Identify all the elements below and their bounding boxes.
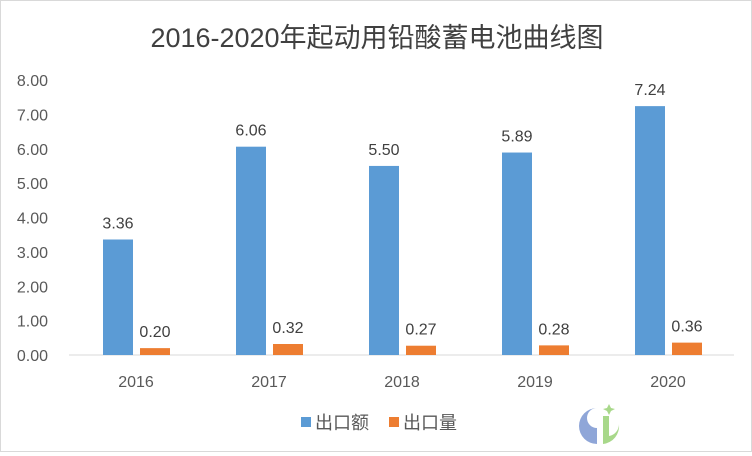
data-label: 0.28 [538,321,569,338]
y-tick-label: 2.00 [17,279,48,296]
data-label: 5.50 [368,142,399,159]
y-tick-label: 6.00 [17,142,48,159]
y-tick-label: 3.00 [17,245,48,262]
data-label: 6.06 [235,123,266,140]
data-label: 7.24 [634,82,665,99]
data-label: 0.27 [405,322,436,339]
legend: 出口额 出口量 [301,413,457,433]
legend-swatch [301,417,311,427]
legend-label: 出口量 [403,413,457,433]
bar-export-volume [406,345,436,355]
logo-icon [579,404,620,444]
y-tick-label: 0.00 [17,348,48,365]
data-label: 0.32 [272,320,303,337]
bar-export-value [502,152,532,355]
data-label: 0.36 [671,319,702,336]
x-tick-label: 2017 [251,374,287,391]
bars: 3.36 0.20 6.06 0.32 5.50 0.27 5.89 0.28 7.24 0.36 [102,82,703,355]
bar-export-value [236,146,266,355]
y-tick-label: 5.00 [17,176,48,193]
bar-export-volume [273,344,303,355]
x-tick-label: 2020 [650,374,686,391]
bar-export-volume [140,348,170,355]
data-label: 0.20 [139,324,170,341]
legend-swatch [389,417,399,427]
data-label: 5.89 [501,129,532,146]
bar-export-value [369,165,399,355]
bar-export-value [635,106,665,355]
data-label: 3.36 [102,216,133,233]
y-axis: 0.00 1.00 2.00 3.00 4.00 5.00 6.00 7.00 8.00 [17,73,48,365]
chart-title: 2016-2020年起动用铅酸蓄电池曲线图 [150,23,603,53]
legend-label: 出口额 [315,413,369,433]
x-tick-label: 2018 [384,374,420,391]
y-tick-label: 1.00 [17,314,48,331]
x-tick-label: 2019 [517,374,553,391]
bar-export-volume [672,342,702,355]
bar-export-value [103,239,133,355]
y-tick-label: 8.00 [17,73,48,90]
y-tick-label: 7.00 [17,107,48,124]
y-tick-label: 4.00 [17,211,48,228]
x-tick-label: 2016 [118,374,154,391]
x-axis: 2016 2017 2018 2019 2020 [118,374,686,391]
bar-export-volume [539,345,569,355]
